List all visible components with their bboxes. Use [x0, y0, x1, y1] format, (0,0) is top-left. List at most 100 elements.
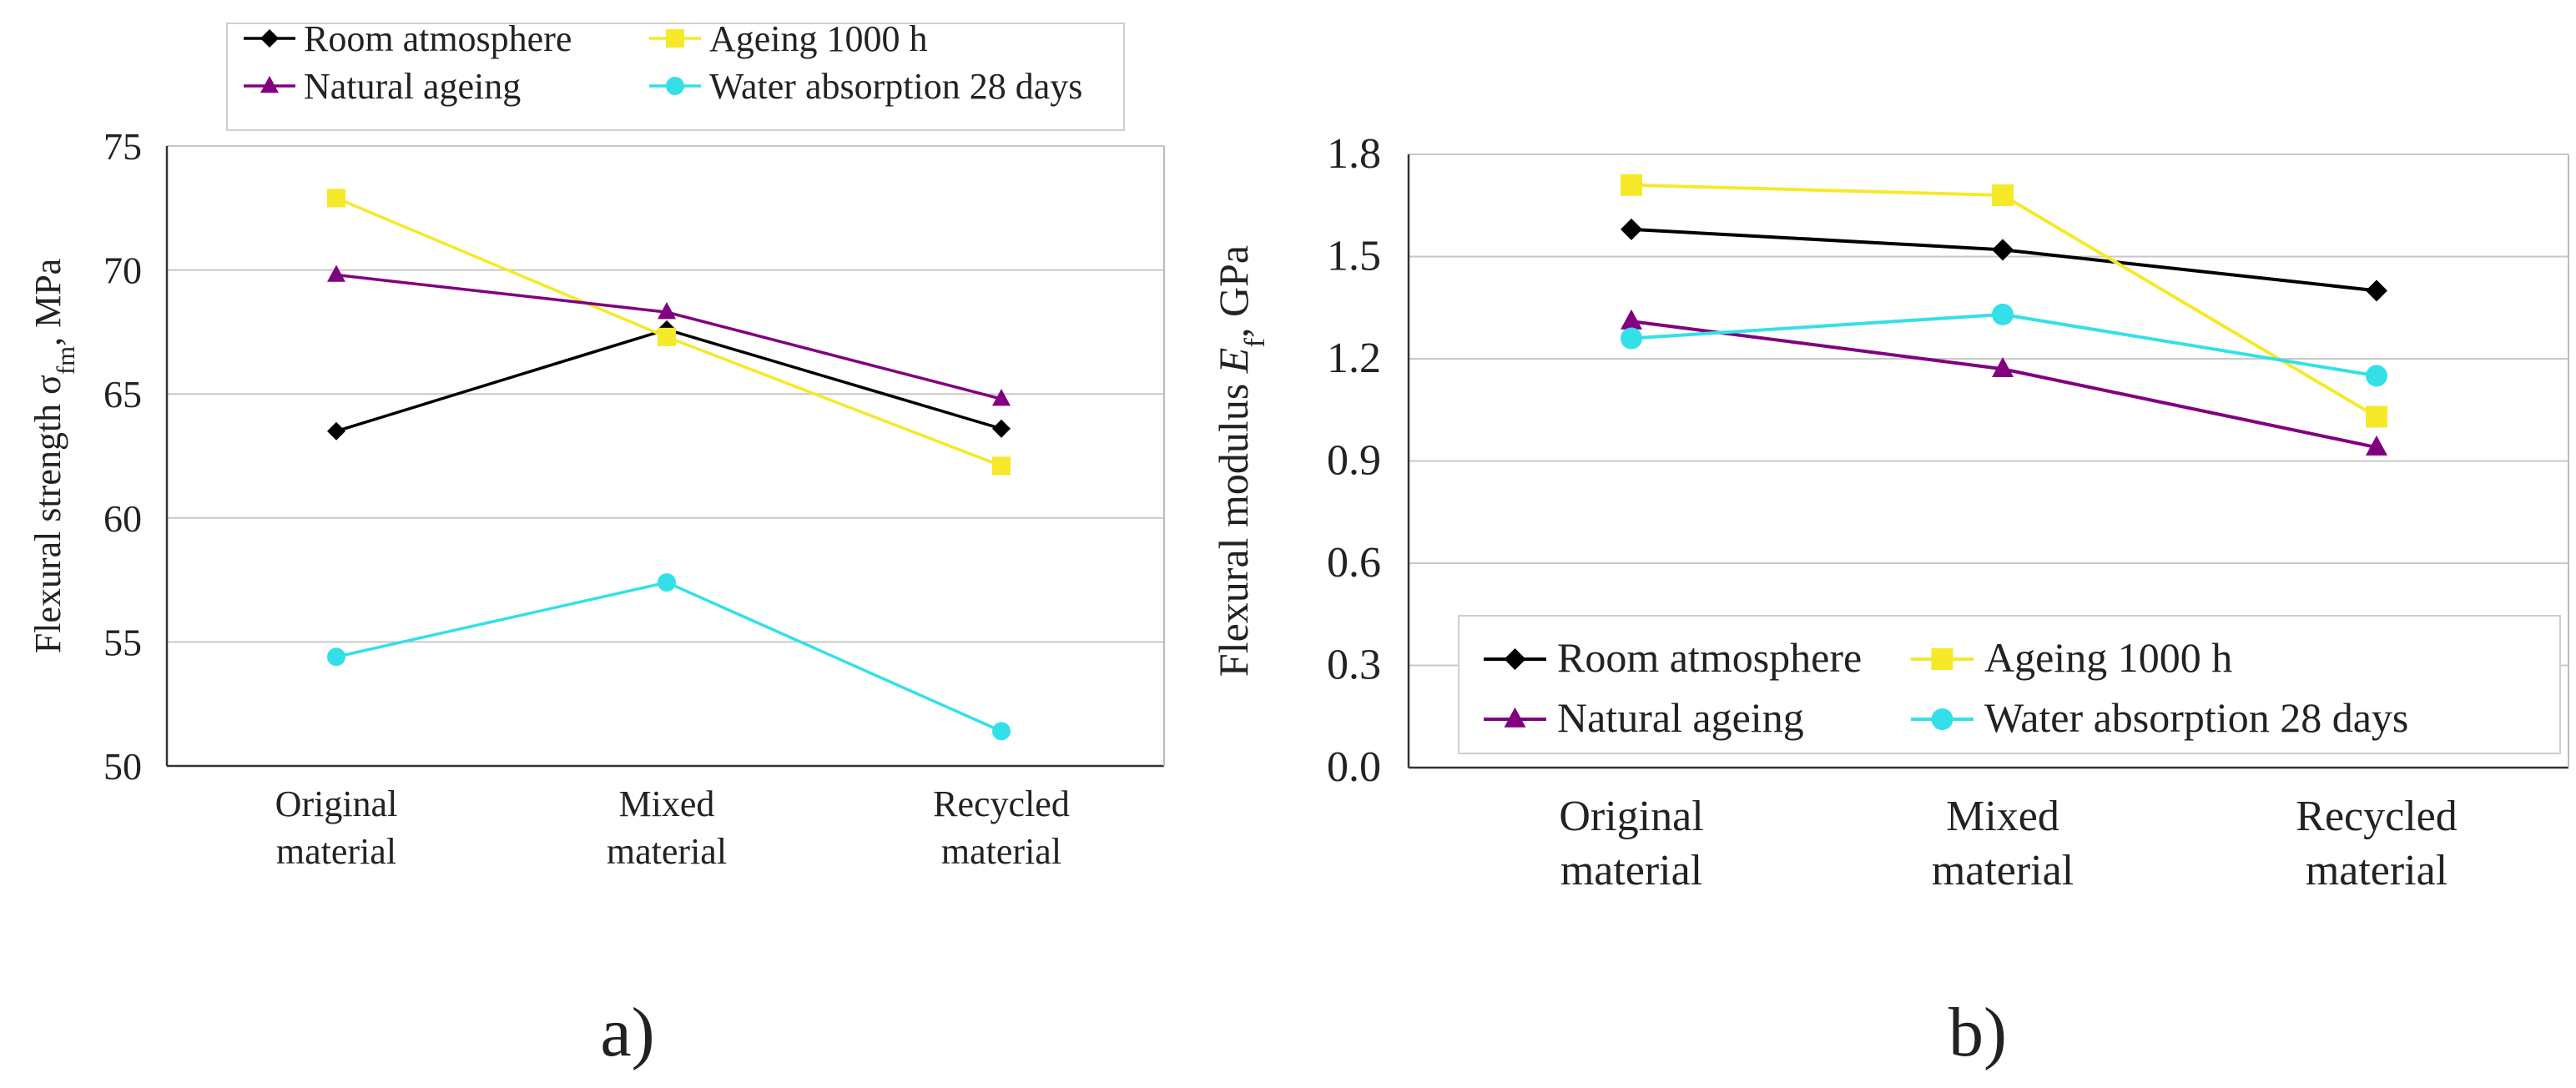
legend-marker [1931, 708, 1953, 730]
x-tick-label: material [1560, 847, 1702, 894]
data-point-room-atmosphere [1621, 218, 1642, 240]
y-tick-label: 0.3 [1327, 642, 1381, 689]
y-tick-label: 1.2 [1327, 335, 1381, 382]
legend-label: Water absorption 28 days [1984, 694, 2408, 741]
legend-item-room-atmosphere: Room atmosphere [1484, 634, 1862, 681]
panel-a-chart: 50 55 60 65 70 75 Original material Mixed materia… [28, 18, 1165, 1071]
x-tick-label: material [1932, 847, 2074, 894]
legend-item-ageing-1000-h: Ageing 1000 h [1911, 634, 2232, 681]
series-water-absorption-28-days [1621, 303, 2387, 387]
data-point-water-absorption-28-days [1621, 327, 1642, 350]
legend-item-water-absorption-28-days: Water absorption 28 days [649, 66, 1082, 107]
y-axis-title-base: Flexural strength σ [28, 375, 68, 653]
y-tick-label: 0.6 [1327, 539, 1381, 587]
y-tick-label: 0.0 [1327, 743, 1381, 791]
panel-caption: b) [1948, 994, 2007, 1071]
legend-item-water-absorption-28-days: Water absorption 28 days [1911, 694, 2408, 741]
series-line-ageing-1000-h [1631, 183, 2378, 419]
y-axis-title-symbol: E [1210, 348, 1257, 375]
data-point-water-absorption-28-days [658, 573, 676, 592]
legend-marker [1931, 648, 1953, 670]
data-point-water-absorption-28-days [2366, 365, 2387, 387]
data-point-natural-ageing [992, 389, 1011, 406]
legend-label: Room atmosphere [1557, 634, 1862, 681]
legend-label: Natural ageing [304, 66, 521, 107]
data-point-room-atmosphere [327, 421, 345, 441]
y-axis-title-unit: , GPa [1210, 245, 1257, 338]
data-point-natural-ageing [658, 302, 676, 320]
legend-label: Water absorption 28 days [709, 66, 1082, 107]
y-axis-title-subscript: f [1238, 338, 1271, 348]
legend-marker [260, 29, 279, 48]
x-tick-label: Original [1559, 793, 1703, 840]
y-tick-label: 0.9 [1327, 437, 1381, 485]
legend-marker [666, 77, 684, 95]
data-point-ageing-1000-h [658, 327, 676, 346]
panel-caption: a) [600, 994, 654, 1071]
x-tick-label: Recycled [933, 783, 1070, 824]
data-point-water-absorption-28-days [1992, 303, 2014, 325]
legend-item-natural-ageing: Natural ageing [1484, 694, 1804, 741]
y-tick-label: 1.5 [1327, 233, 1381, 280]
series-line-water-absorption-28-days [335, 581, 1002, 733]
y-axis-title: Flexural modulus Ef, GPa [1210, 245, 1271, 677]
y-tick-label: 55 [103, 621, 142, 663]
data-point-room-atmosphere [1992, 239, 2014, 261]
x-tick-label: Recycled [2296, 793, 2457, 840]
legend: Room atmosphere Ageing 1000 h Natural agei… [1458, 615, 2561, 754]
series-line-room-atmosphere [1631, 227, 2377, 293]
legend-label: Ageing 1000 h [1984, 634, 2232, 681]
legend-label: Ageing 1000 h [709, 18, 928, 59]
legend-marker [1504, 707, 1526, 728]
data-point-natural-ageing [327, 264, 345, 282]
legend-marker [260, 75, 279, 93]
series-room-atmosphere [1621, 218, 2387, 302]
series-line-natural-ageing [1631, 320, 2377, 450]
data-point-water-absorption-28-days [992, 722, 1011, 741]
legend-box [1458, 615, 2561, 754]
series-natural-ageing [327, 264, 1011, 406]
y-axis-title-unit: , MPa [28, 259, 68, 346]
legend-item-room-atmosphere: Room atmosphere [244, 18, 572, 59]
legend-label: Natural ageing [1557, 694, 1804, 741]
x-tick-label: material [276, 831, 396, 872]
x-tick-label: material [2306, 847, 2447, 894]
y-tick-label: 60 [103, 497, 142, 540]
data-point-ageing-1000-h [2366, 405, 2387, 428]
data-point-room-atmosphere [992, 419, 1011, 438]
data-point-natural-ageing [1992, 356, 2014, 377]
legend-label: Room atmosphere [304, 18, 572, 59]
legend-marker [666, 29, 684, 48]
y-tick-label: 65 [103, 373, 142, 416]
legend-item-natural-ageing: Natural ageing [244, 66, 521, 107]
x-tick-label: material [607, 831, 727, 872]
data-point-ageing-1000-h [1621, 174, 1642, 196]
x-tick-label: Mixed [619, 783, 715, 824]
panel-b-chart: 0.0 0.3 0.6 0.9 1.2 1.5 1.8 Original material Mix… [1210, 130, 2569, 1071]
legend: Room atmosphere Ageing 1000 h Natural agei… [226, 18, 1125, 131]
y-tick-label: 70 [103, 249, 142, 292]
x-tick-label: material [941, 831, 1061, 872]
series-ageing-1000-h [327, 189, 1011, 476]
data-point-natural-ageing [1621, 309, 1642, 330]
series-ageing-1000-h [1621, 174, 2387, 428]
y-tick-label: 75 [103, 125, 142, 168]
y-axis-title-base: Flexural modulus [1210, 373, 1257, 677]
series-natural-ageing [1621, 309, 2387, 456]
data-point-water-absorption-28-days [327, 647, 345, 667]
y-axis-title: Flexural strength σfm, MPa [28, 259, 80, 653]
series-water-absorption-28-days [327, 573, 1011, 741]
x-tick-label: Mixed [1946, 793, 2059, 840]
legend-item-ageing-1000-h: Ageing 1000 h [649, 18, 928, 59]
data-point-room-atmosphere [2366, 280, 2387, 302]
y-tick-label: 1.8 [1327, 130, 1381, 178]
x-tick-label: Original [275, 783, 398, 824]
y-tick-label: 50 [103, 745, 142, 788]
data-point-ageing-1000-h [1992, 184, 2014, 206]
y-axis-title-subscript: fm [52, 346, 80, 375]
data-point-natural-ageing [2366, 435, 2387, 456]
data-point-ageing-1000-h [992, 456, 1011, 476]
data-point-ageing-1000-h [327, 189, 345, 208]
